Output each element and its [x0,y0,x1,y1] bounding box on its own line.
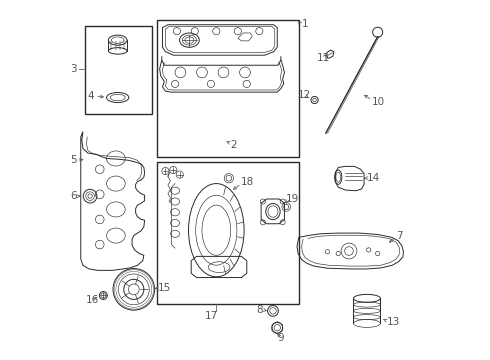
Text: 12: 12 [298,90,311,100]
Text: 11: 11 [317,53,330,63]
Text: 15: 15 [158,283,172,293]
Text: 3: 3 [70,64,76,74]
Text: 16: 16 [85,295,98,305]
Text: 9: 9 [277,333,284,343]
Text: 17: 17 [205,311,218,320]
Bar [157,162,299,304]
Bar [85,26,152,114]
Text: 13: 13 [387,317,400,327]
Text: 10: 10 [372,97,386,107]
Bar [157,21,299,157]
Text: 2: 2 [230,140,237,150]
Text: 4: 4 [88,91,95,101]
Text: 14: 14 [367,173,380,183]
Text: 18: 18 [241,177,254,187]
Text: 6: 6 [70,191,76,201]
Text: 19: 19 [286,194,299,204]
Text: 8: 8 [256,305,262,315]
Text: 7: 7 [395,231,402,240]
Text: 1: 1 [302,19,308,29]
Text: 5: 5 [70,155,76,165]
